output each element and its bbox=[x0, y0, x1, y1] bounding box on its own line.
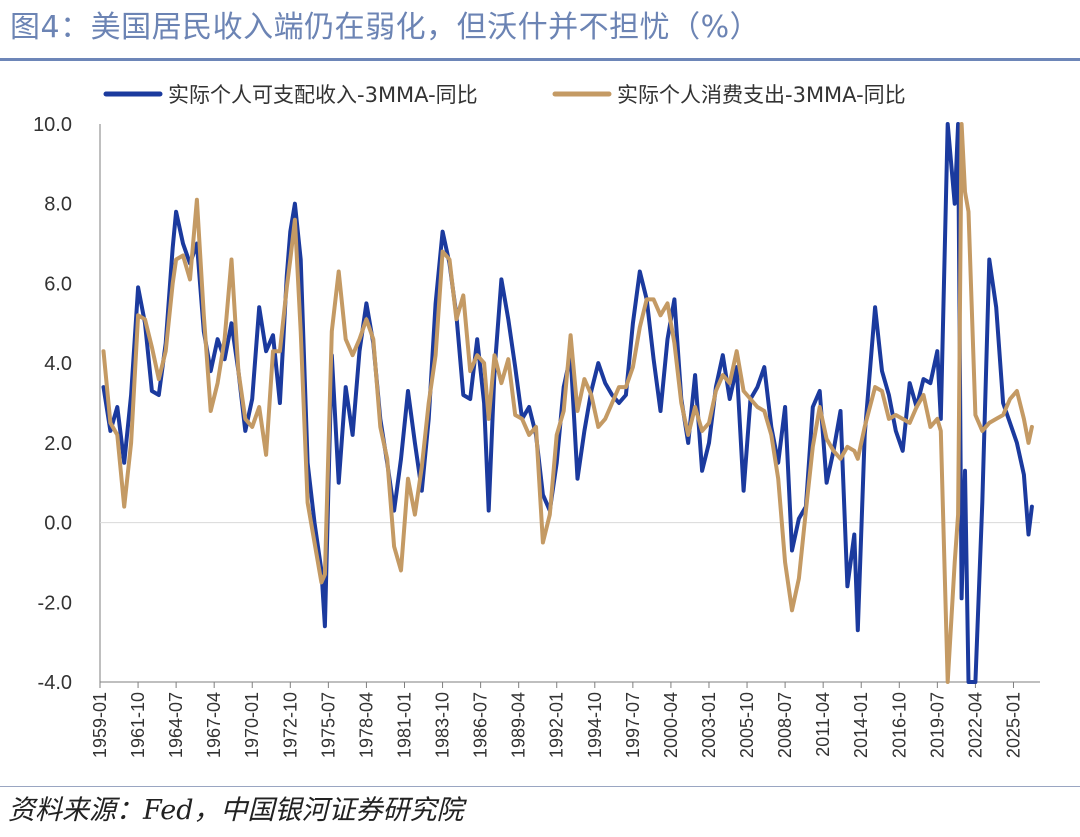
x-tick-label: 1961-10 bbox=[128, 692, 148, 758]
line-chart: 实际个人可支配收入-3MMA-同比 实际个人消费支出-3MMA-同比 -4.0 -2… bbox=[33, 83, 1040, 758]
x-tick-label: 2008-07 bbox=[775, 692, 795, 758]
x-tick-label: 1986-07 bbox=[471, 692, 491, 758]
x-tick-label: 1992-01 bbox=[547, 692, 567, 758]
y-tick-label: 2.0 bbox=[44, 433, 72, 455]
x-tick-label: 1989-04 bbox=[509, 692, 529, 758]
legend-label: 实际个人消费支出-3MMA-同比 bbox=[617, 83, 906, 107]
x-tick-label: 1970-01 bbox=[242, 692, 262, 758]
chart-title: 图4：美国居民收入端仍在弱化，但沃什并不担忧（%） bbox=[10, 10, 761, 45]
y-tick-label: -2.0 bbox=[38, 592, 72, 614]
y-tick-label: 4.0 bbox=[44, 353, 72, 375]
x-tick-label: 1975-07 bbox=[318, 692, 338, 758]
x-tick-label: 2025-01 bbox=[1003, 692, 1023, 758]
legend-item-income: 实际个人可支配收入-3MMA-同比 bbox=[103, 83, 478, 107]
x-tick-label: 1964-07 bbox=[166, 692, 186, 758]
legend-item-consumption: 实际个人消费支出-3MMA-同比 bbox=[552, 83, 906, 107]
chart-legend: 实际个人可支配收入-3MMA-同比 实际个人消费支出-3MMA-同比 bbox=[103, 83, 906, 107]
y-tick-label: 6.0 bbox=[44, 273, 72, 295]
series-layer bbox=[101, 122, 1034, 684]
footer-divider bbox=[0, 786, 1080, 787]
x-tick-label: 2003-01 bbox=[699, 692, 719, 758]
chart-area: 实际个人可支配收入-3MMA-同比 实际个人消费支出-3MMA-同比 -4.0 -2… bbox=[0, 62, 1080, 782]
source-note: 资料来源：Fed，中国银河证券研究院 bbox=[8, 795, 464, 826]
x-tick-label: 1967-04 bbox=[204, 692, 224, 758]
x-tick-label: 2022-04 bbox=[965, 692, 985, 758]
y-tick-label: 0.0 bbox=[44, 513, 72, 535]
x-tick-label: 1983-10 bbox=[433, 692, 453, 758]
x-tick-label: 2005-10 bbox=[737, 692, 757, 758]
x-tick-label: 2016-10 bbox=[889, 692, 909, 758]
x-tick-label: 1972-10 bbox=[280, 692, 300, 758]
y-axis: -4.0 -2.0 0.0 2.0 4.0 6.0 8.0 10.0 bbox=[33, 114, 101, 694]
x-tick-label: 1994-10 bbox=[585, 692, 605, 758]
legend-label: 实际个人可支配收入-3MMA-同比 bbox=[168, 83, 478, 107]
x-axis: 1959-01 1961-10 1964-07 1967-04 1970-01 1972-… bbox=[90, 681, 1040, 758]
x-tick-label: 1997-07 bbox=[623, 692, 643, 758]
y-tick-label: 8.0 bbox=[44, 194, 72, 216]
x-tick-label: 2014-01 bbox=[851, 692, 871, 758]
y-tick-label: 10.0 bbox=[33, 114, 72, 136]
series-line-consumption bbox=[101, 122, 1034, 684]
x-tick-label: 1959-01 bbox=[90, 692, 110, 758]
x-tick-label: 1978-04 bbox=[356, 692, 376, 758]
x-tick-label: 2019-07 bbox=[927, 692, 947, 758]
x-tick-label: 2011-04 bbox=[813, 692, 833, 757]
x-tick-label: 1981-01 bbox=[394, 692, 414, 758]
title-underline bbox=[0, 58, 1080, 61]
x-tick-label: 2000-04 bbox=[661, 692, 681, 758]
y-tick-label: -4.0 bbox=[38, 672, 72, 694]
